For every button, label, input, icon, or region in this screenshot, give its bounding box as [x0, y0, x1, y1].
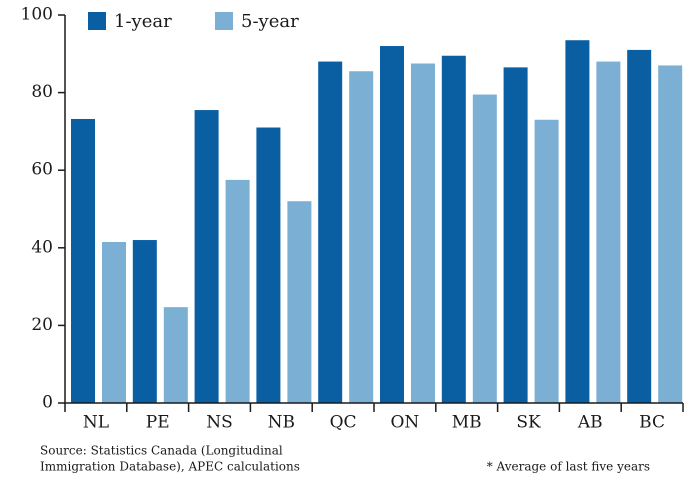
bar	[627, 49, 652, 404]
legend-swatch	[88, 12, 106, 30]
y-tick-label: 100	[21, 5, 53, 25]
bar	[225, 179, 250, 403]
bar	[534, 119, 559, 403]
bar	[256, 127, 281, 404]
bar	[132, 240, 157, 403]
x-tick-label: NS	[206, 413, 233, 433]
source-line: Source: Statistics Canada (Longitudinal	[40, 444, 283, 458]
y-tick-label: 20	[31, 315, 53, 335]
bar	[163, 307, 188, 403]
x-tick-label: MB	[452, 413, 482, 433]
y-tick-label: 0	[42, 393, 53, 413]
x-tick-label: PE	[146, 413, 170, 433]
bar	[102, 241, 126, 403]
x-tick-label: SK	[516, 413, 541, 433]
bar	[71, 118, 95, 403]
footnote: * Average of last five years	[487, 460, 650, 474]
bar	[596, 61, 621, 404]
bar	[349, 71, 374, 403]
bar	[318, 61, 343, 404]
x-tick-label: ON	[390, 413, 419, 433]
bar	[472, 94, 497, 403]
bar	[658, 65, 683, 403]
x-tick-label: NB	[268, 413, 295, 433]
bar	[565, 40, 590, 403]
x-tick-label: AB	[577, 413, 603, 433]
x-tick-label: BC	[639, 413, 665, 433]
legend-label: 1-year	[114, 11, 172, 32]
y-tick-label: 60	[31, 160, 53, 180]
bar	[287, 201, 312, 403]
y-tick-label: 40	[31, 237, 53, 257]
bar	[441, 55, 466, 404]
legend-swatch	[215, 12, 233, 30]
bar	[411, 63, 435, 403]
source-line: Immigration Database), APEC calculations	[40, 460, 300, 474]
bar	[194, 110, 219, 403]
legend-label: 5-year	[241, 11, 299, 32]
bar	[380, 46, 404, 403]
x-tick-label: NL	[83, 413, 109, 433]
y-tick-label: 80	[31, 82, 53, 102]
bar	[503, 67, 528, 403]
x-tick-label: QC	[330, 413, 357, 433]
